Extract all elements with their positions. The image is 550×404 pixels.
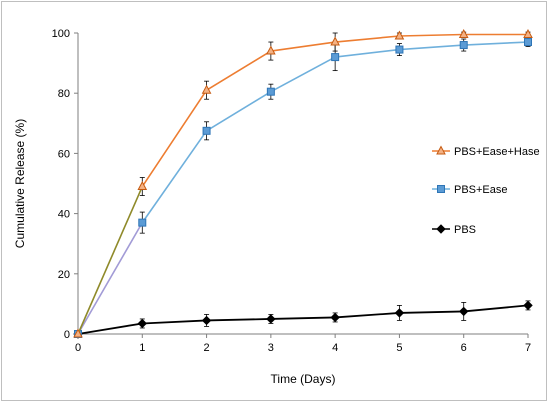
x-tick-label: 0 [75, 342, 81, 354]
x-tick-label: 2 [204, 342, 210, 354]
data-point [523, 300, 533, 311]
series-layer [73, 28, 533, 339]
legend-item: PBS+Ease [432, 184, 508, 196]
series-line-segment [142, 319, 207, 325]
series-pbs-ease-hase [73, 28, 533, 338]
legend-label: PBS+Ease+Hase [454, 146, 540, 158]
series-line-segment [77, 222, 143, 335]
y-tick-label: 0 [64, 329, 70, 341]
data-point [73, 328, 83, 338]
legend-label: PBS+Ease [454, 184, 508, 196]
data-point [394, 308, 405, 318]
legend-marker [437, 185, 445, 193]
y-tick-label: 40 [58, 209, 70, 221]
data-point [394, 30, 405, 40]
series-pbs [73, 300, 533, 339]
series-line-segment [335, 35, 400, 43]
x-tick-label: 5 [396, 342, 402, 354]
series-line-segment [270, 41, 336, 52]
data-point [202, 126, 211, 135]
x-tick-label: 7 [525, 342, 531, 354]
data-point [458, 28, 469, 39]
series-line-segment [206, 91, 272, 132]
series-line-segment [270, 316, 336, 320]
series-line-segment [206, 50, 272, 91]
data-point [330, 312, 340, 323]
data-point [330, 36, 340, 46]
x-tick-label: 3 [268, 342, 274, 354]
data-point [331, 53, 340, 62]
data-point [266, 45, 276, 55]
series-line-segment [270, 56, 336, 93]
series-line-segment [335, 312, 400, 319]
y-axis-title: Cumulative Release (%) [13, 119, 27, 248]
legend-marker [436, 224, 446, 234]
data-point [137, 318, 147, 329]
series-line-segment [77, 186, 144, 335]
x-tick-label: 6 [461, 342, 467, 354]
series-line-segment [206, 318, 271, 322]
series-line-segment [141, 130, 208, 224]
y-tick-label: 100 [52, 28, 70, 40]
data-point [201, 315, 212, 326]
series-line-segment [399, 44, 464, 51]
x-tick-label: 1 [139, 342, 145, 354]
data-point [201, 84, 212, 94]
series-line-segment [77, 322, 143, 335]
data-point [266, 87, 275, 96]
data-point [137, 180, 148, 191]
series-line-segment [141, 89, 208, 187]
data-point [523, 28, 533, 39]
x-axis-title: Time (Days) [271, 372, 336, 386]
series-line-segment [335, 48, 400, 58]
data-point [395, 45, 404, 54]
data-point [138, 218, 147, 227]
series-line-segment [463, 304, 529, 313]
series-line-segment [463, 41, 529, 46]
legend-item: PBS [432, 224, 476, 236]
legend-item: PBS+Ease+Hase [432, 145, 540, 158]
y-tick-label: 80 [58, 88, 70, 100]
data-point [459, 306, 469, 317]
data-point [524, 38, 532, 47]
y-tick-label: 20 [58, 269, 70, 281]
axes: 0 1 2 3 4 5 6 7 0 20 40 60 80 100 [52, 28, 531, 354]
legend: PBS+Ease+Hase PBS+Ease PBS [432, 145, 540, 236]
x-tick-label: 4 [332, 342, 338, 354]
series-pbs-ease [74, 37, 532, 338]
legend-label: PBS [454, 224, 476, 236]
series-line-segment [399, 310, 464, 314]
series-line-segment [399, 33, 464, 37]
legend-marker [436, 145, 446, 155]
y-tick-label: 60 [58, 148, 70, 160]
data-point [266, 314, 276, 324]
data-point [459, 41, 468, 50]
